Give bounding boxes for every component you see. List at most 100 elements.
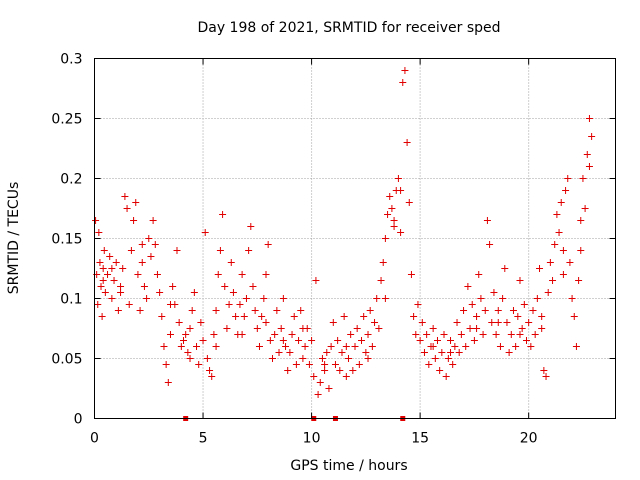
data-point — [138, 241, 146, 248]
data-point — [134, 271, 142, 278]
data-point — [566, 259, 574, 266]
data-point — [132, 199, 140, 206]
data-point — [169, 283, 177, 290]
data-point — [583, 151, 591, 158]
data-point — [143, 295, 151, 302]
data-point — [342, 343, 350, 350]
data-point — [123, 205, 131, 212]
data-point — [557, 199, 565, 206]
data-point — [394, 175, 402, 182]
data-point — [255, 343, 263, 350]
data-point — [351, 343, 359, 350]
y-tick-label: 0.2 — [60, 172, 82, 188]
data-point — [412, 331, 420, 338]
data-point — [238, 331, 246, 338]
data-point — [195, 361, 203, 368]
data-point — [449, 361, 457, 368]
data-point — [110, 277, 118, 284]
data-point — [212, 307, 220, 314]
data-point — [94, 301, 102, 308]
data-point — [117, 289, 125, 296]
data-point — [197, 319, 205, 326]
data-point — [377, 277, 385, 284]
data-point — [182, 331, 190, 338]
data-point — [112, 259, 120, 266]
data-point — [236, 301, 244, 308]
data-point — [249, 283, 257, 290]
data-point — [288, 331, 296, 338]
data-point — [145, 235, 153, 242]
data-point — [455, 349, 463, 356]
data-point — [568, 295, 576, 302]
data-point — [271, 331, 279, 338]
data-point — [505, 349, 513, 356]
data-point — [444, 355, 452, 362]
data-point — [514, 313, 522, 320]
data-point — [564, 175, 572, 182]
data-point — [279, 337, 287, 344]
data-point — [251, 307, 259, 314]
data-point — [538, 313, 546, 320]
data-point — [232, 313, 240, 320]
data-point — [501, 265, 509, 272]
data-point — [373, 295, 381, 302]
data-point — [184, 349, 192, 356]
data-point — [338, 349, 346, 356]
data-point — [390, 217, 398, 224]
data-point — [321, 361, 329, 368]
data-point — [490, 289, 498, 296]
data-point — [121, 193, 129, 200]
data-point — [486, 241, 494, 248]
data-point — [158, 313, 166, 320]
y-tick-label: 0 — [74, 412, 83, 428]
data-point — [470, 337, 478, 344]
data-point — [295, 337, 303, 344]
data-point — [340, 313, 348, 320]
data-point — [544, 289, 552, 296]
data-point — [305, 361, 313, 368]
data-point — [429, 343, 437, 350]
data-point — [403, 139, 411, 146]
data-point — [173, 247, 181, 254]
data-point — [208, 373, 216, 380]
data-point — [553, 211, 561, 218]
data-point — [258, 313, 266, 320]
data-point — [360, 313, 368, 320]
data-point — [334, 337, 342, 344]
data-point — [160, 343, 168, 350]
data-point — [512, 343, 520, 350]
data-point — [522, 337, 530, 344]
data-point — [477, 295, 485, 302]
data-point — [414, 301, 422, 308]
y-tick-label: 0.1 — [60, 292, 82, 308]
data-point — [542, 373, 550, 380]
data-point — [423, 331, 431, 338]
data-point — [462, 343, 470, 350]
data-point — [166, 331, 174, 338]
data-point — [572, 343, 580, 350]
data-point — [581, 205, 589, 212]
data-point — [538, 325, 546, 332]
x-tick-label: 5 — [199, 431, 208, 447]
data-point — [108, 295, 116, 302]
data-point — [336, 367, 344, 374]
data-point — [399, 79, 407, 86]
data-point — [95, 229, 103, 236]
data-point — [323, 349, 331, 356]
data-point — [301, 343, 309, 350]
data-point — [579, 175, 587, 182]
data-point — [570, 313, 578, 320]
data-point — [212, 343, 220, 350]
data-point — [127, 247, 135, 254]
data-point — [562, 187, 570, 194]
data-point — [410, 313, 418, 320]
data-point — [106, 253, 114, 260]
y-axis-label: SRMTID / TECUs — [6, 182, 22, 295]
x-axis-label: GPS time / hours — [290, 458, 407, 474]
data-point — [262, 319, 270, 326]
data-point — [260, 295, 268, 302]
data-point — [125, 301, 133, 308]
data-point — [407, 271, 415, 278]
data-point — [536, 265, 544, 272]
